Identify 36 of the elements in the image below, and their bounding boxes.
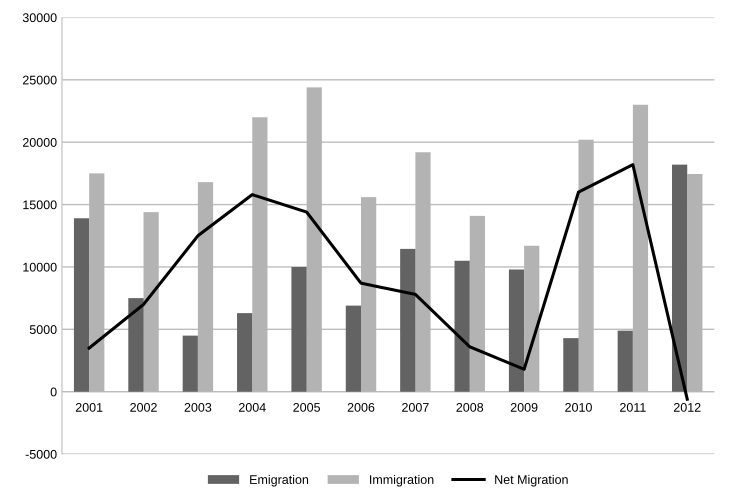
bar: [346, 306, 362, 392]
bar: [672, 164, 688, 392]
y-tick-label: 5000: [30, 325, 57, 334]
bar: [454, 260, 470, 392]
x-tick-label: 2004: [238, 402, 266, 412]
y-tick-label: 10000: [23, 262, 57, 272]
y-tick-label: 30000: [22, 13, 57, 22]
x-tick-label: 2010: [565, 402, 592, 412]
x-tick-label: 2008: [456, 402, 484, 412]
x-tick-label: 2012: [674, 402, 701, 412]
y-tick-label: 20000: [22, 138, 57, 147]
x-tick-label: 2009: [510, 402, 538, 412]
legend-label: Emigration: [250, 474, 308, 487]
x-tick-label: 2006: [348, 402, 374, 412]
bar: [128, 298, 144, 392]
y-tick-label: 15000: [23, 200, 57, 210]
bar: [291, 266, 307, 392]
x-tick-label: 2007: [402, 402, 429, 412]
x-tick-label: 2005: [293, 402, 320, 412]
y-tick-label: -5000: [26, 450, 57, 459]
y-tick-label: 0: [50, 388, 57, 396]
x-tick-label: 2011: [620, 402, 646, 412]
bar: [400, 248, 416, 392]
legend-label: Immigration: [370, 474, 434, 487]
bar: [182, 336, 198, 392]
bar: [563, 338, 578, 392]
bar: [74, 218, 90, 392]
bar: [508, 269, 524, 392]
x-tick-label: 2003: [184, 402, 212, 412]
x-tick-label: 2002: [130, 402, 157, 412]
legend-label: Net Migration: [495, 474, 568, 487]
bar: [237, 313, 252, 392]
bar: [618, 330, 633, 392]
y-tick-label: 25000: [22, 76, 57, 84]
x-tick-label: 2001: [76, 402, 102, 412]
line-series: [88, 163, 689, 401]
